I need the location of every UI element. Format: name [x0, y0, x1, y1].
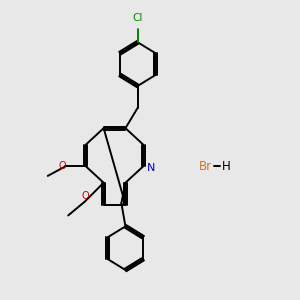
Text: O: O: [58, 161, 66, 171]
Text: Br: Br: [199, 160, 212, 173]
Text: O: O: [81, 191, 89, 201]
Text: Cl: Cl: [133, 13, 143, 23]
Text: H: H: [222, 160, 231, 173]
Text: N: N: [146, 163, 155, 173]
